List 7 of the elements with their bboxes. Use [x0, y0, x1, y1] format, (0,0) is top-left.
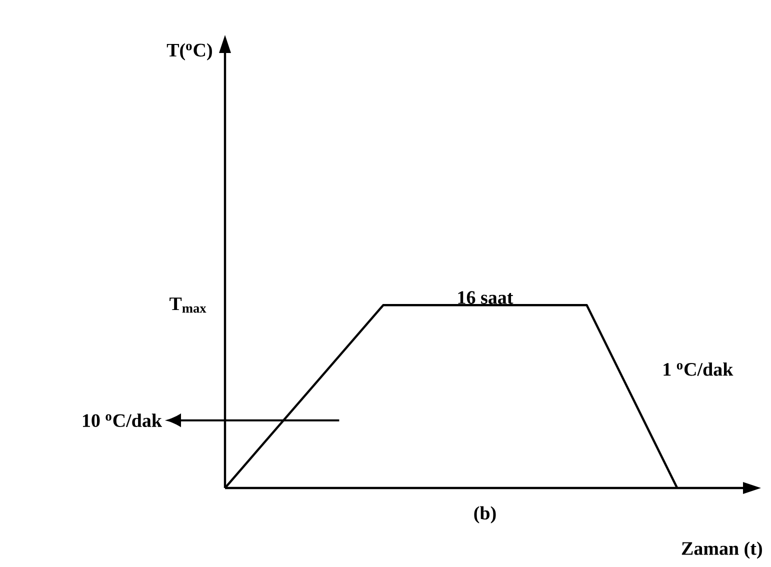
annotation: 1 $^{o}$C/dak — [664, 362, 734, 376]
text: 10 $^{o}$C/dak — [82, 414, 162, 428]
text: (b) — [474, 506, 496, 524]
text: T($^{o}$C) — [166, 43, 212, 60]
text: T$_{max}$ — [170, 298, 206, 313]
text: 16 saat — [458, 291, 514, 304]
x-axis-title: Zaman (t) — [682, 542, 762, 559]
